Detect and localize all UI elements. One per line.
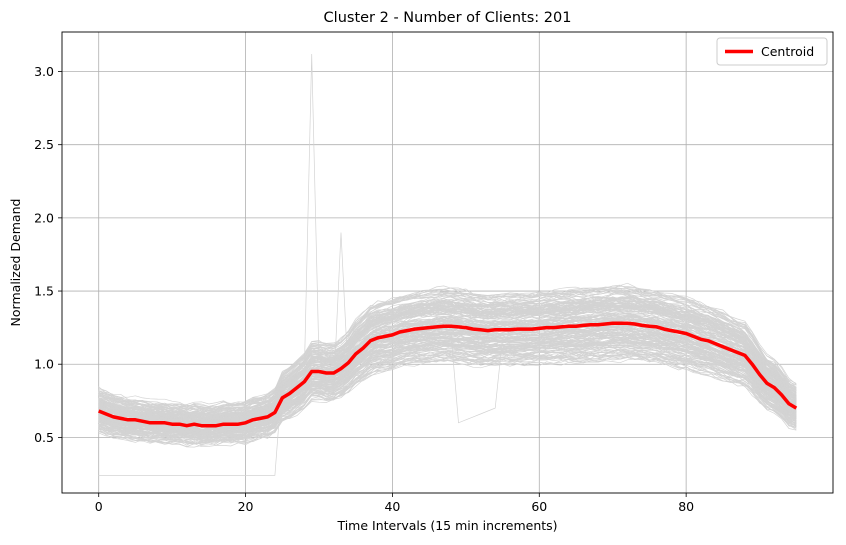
client-series-line	[98, 301, 797, 421]
x-tick-label: 80	[678, 499, 694, 514]
client-series-line	[98, 296, 797, 421]
client-series-line	[98, 327, 797, 432]
client-series-line	[98, 338, 797, 436]
y-axis-label: Normalized Demand	[8, 199, 23, 327]
centroid-series-line	[98, 321, 798, 428]
client-series-line	[98, 290, 797, 412]
client-series-line	[98, 354, 797, 442]
client-series-line	[98, 305, 797, 419]
legend-box	[716, 37, 828, 66]
x-axis-label: Time Intervals (15 min increments)	[336, 518, 557, 533]
client-series-line	[98, 340, 797, 434]
y-tick-label: 3.0	[34, 64, 54, 79]
y-tick-label: 1.5	[34, 284, 54, 299]
client-series-line	[98, 344, 797, 438]
client-series-line	[98, 342, 797, 434]
chart-title: Cluster 2 - Number of Clients: 201	[324, 10, 572, 26]
client-series-group	[98, 53, 797, 476]
client-series-line	[98, 303, 797, 418]
y-tick-label: 1.0	[34, 357, 54, 372]
y-tick-label: 0.5	[34, 430, 54, 445]
client-series-line	[98, 298, 797, 419]
legend-label-centroid: Centroid	[761, 44, 814, 59]
client-series-line	[98, 312, 797, 428]
y-tick-label: 2.5	[34, 137, 54, 152]
client-series-line	[98, 352, 797, 448]
centroid-series-group	[98, 321, 798, 428]
plot-frame	[61, 31, 834, 494]
ticks: 0 20 40 60 80 0.5 1.0 1.5 2.0 2.5 3.0	[34, 64, 694, 514]
legend: Centroid	[716, 37, 828, 66]
x-tick-label: 0	[95, 499, 103, 514]
client-series-line	[98, 355, 797, 448]
client-series-line	[98, 327, 797, 435]
client-series-line	[98, 293, 797, 415]
client-series-line	[98, 53, 797, 423]
client-series-line	[98, 353, 797, 445]
x-tick-label: 20	[238, 499, 254, 514]
y-tick-label: 2.0	[34, 210, 54, 225]
client-series-line	[98, 289, 797, 407]
client-series-line	[98, 290, 797, 408]
client-series-line	[98, 291, 797, 413]
x-tick-label: 40	[384, 499, 400, 514]
client-series-line	[98, 333, 797, 438]
client-series-line	[98, 282, 797, 410]
client-series-line	[98, 313, 797, 423]
x-tick-label: 60	[531, 499, 547, 514]
client-series-line	[98, 338, 797, 442]
